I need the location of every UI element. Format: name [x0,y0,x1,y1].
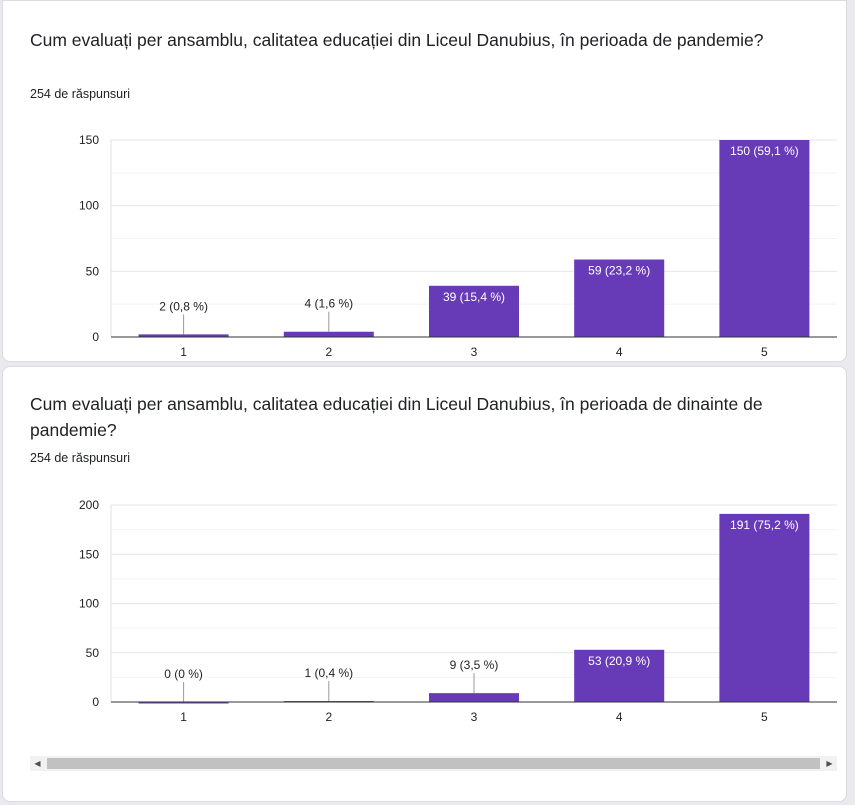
x-tick-label: 4 [616,345,623,359]
data-label: 53 (20,9 %) [588,654,650,668]
bar [428,693,520,702]
data-label: 4 (1,6 %) [304,297,353,311]
data-label: 1 (0,4 %) [304,666,353,680]
bar [574,649,665,702]
bar-chart: 0 50 100 150 2 (0,8 %) 1 4 (1,6 %) 2 39 (15,4 %)… [79,133,837,359]
x-tick-label: 1 [180,710,187,724]
x-tick-label: 4 [616,710,623,724]
data-label: 150 (59,1 %) [730,144,799,158]
bar [138,334,229,337]
y-tick-label: 50 [86,264,100,278]
question-title: Cum evaluați per ansamblu, calitatea edu… [30,30,764,50]
response-count: 254 de răspunsuri [30,87,131,101]
y-tick-label: 150 [79,133,99,147]
question-title: Cum evaluați per ansamblu, calitatea edu… [30,394,763,440]
data-label: 2 (0,8 %) [159,299,208,313]
data-label: 59 (23,2 %) [588,264,650,278]
question-card-2: Cum evaluați per ansamblu, calitatea edu… [2,366,847,802]
bar [138,702,229,704]
y-tick-label: 0 [92,695,99,709]
x-tick-label: 1 [180,345,187,359]
x-tick-label: 2 [325,710,332,724]
x-tick-label: 3 [471,710,478,724]
y-tick-label: 200 [79,498,99,512]
bar [283,331,374,337]
y-tick-label: 100 [79,597,99,611]
scrollbar-thumb[interactable] [47,758,820,769]
x-tick-label: 3 [471,345,478,359]
data-label: 0 (0 %) [164,667,203,681]
arrow-left-icon[interactable]: ◀ [34,759,41,768]
x-tick-label: 5 [761,345,768,359]
data-label: 191 (75,2 %) [730,518,799,532]
x-tick-label: 5 [761,710,768,724]
y-tick-label: 100 [79,199,99,213]
response-count: 254 de răspunsuri [30,451,131,465]
y-tick-label: 150 [79,547,99,561]
y-tick-label: 50 [86,646,100,660]
x-tick-label: 2 [325,345,332,359]
bar-chart: 0 50 100 150 200 0 (0 %) 1 1 (0,4 %) 2 9 (3,5 %) 3… [79,498,837,724]
arrow-right-icon[interactable]: ▶ [826,759,833,768]
bar [428,285,520,337]
data-label: 39 (15,4 %) [443,290,505,304]
bar [719,513,810,702]
y-tick-label: 0 [92,330,99,344]
bar [719,140,810,337]
question-card-1: Cum evaluați per ansamblu, calitatea edu… [2,0,847,362]
data-label: 9 (3,5 %) [450,658,499,672]
bar [574,259,665,337]
horizontal-scrollbar[interactable]: ◀ ▶ [30,756,837,771]
